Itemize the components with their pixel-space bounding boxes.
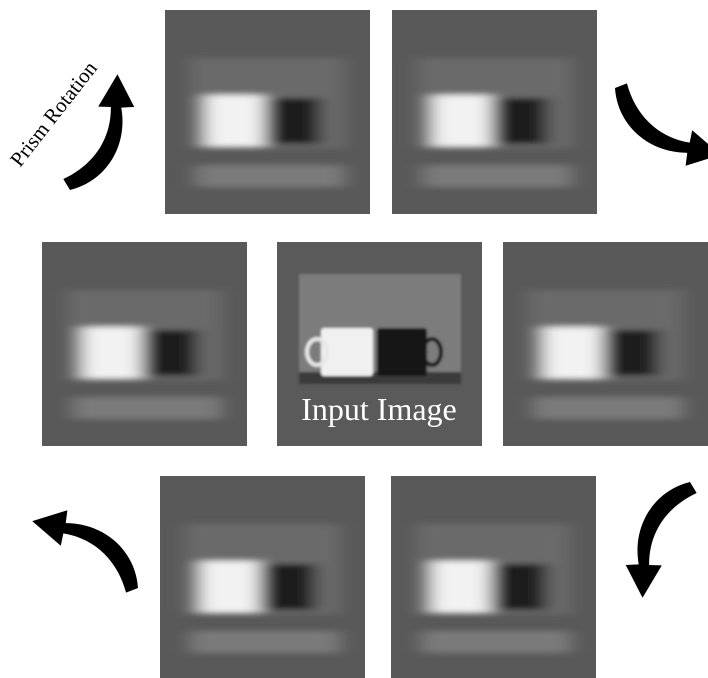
rotation-arrow xyxy=(599,79,708,179)
rotated-image xyxy=(391,476,596,678)
rotated-image xyxy=(165,10,370,214)
input-label: Input Image xyxy=(301,391,457,427)
rotation-label: Prism Rotation xyxy=(5,56,102,171)
rotation-arrow xyxy=(617,471,700,603)
rotated-image xyxy=(392,10,597,214)
rotated-image xyxy=(503,242,708,446)
rotated-image xyxy=(160,476,365,678)
rotated-image xyxy=(42,242,247,446)
rotation-arrow xyxy=(24,497,154,597)
